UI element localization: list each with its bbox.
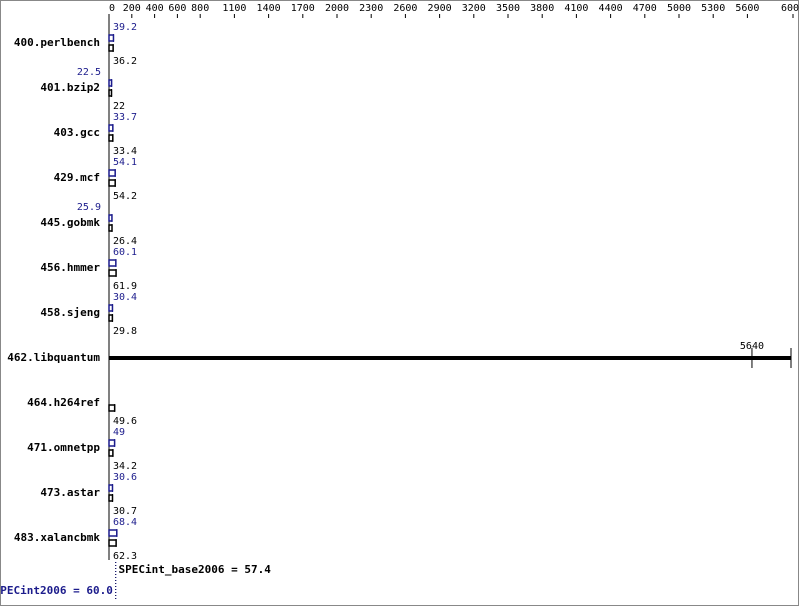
value-label: 30.4 [113,292,137,303]
category-label: 473.astar [40,486,100,499]
x-tick-label: 2000 [325,3,349,14]
x-tick-label: 3800 [530,3,554,14]
x-tick-label: 200 [123,3,141,14]
bar [109,356,752,360]
category-label: 471.omnetpp [27,441,100,454]
value-label: 29.8 [113,326,137,337]
category-label: 401.bzip2 [40,81,100,94]
value-label: 36.2 [113,56,137,67]
value-label: 61.9 [113,281,137,292]
x-tick-label: 2600 [393,3,417,14]
value-label: 33.7 [113,112,137,123]
value-label: 39.2 [113,22,137,33]
x-tick-label: 3500 [496,3,520,14]
category-label: 429.mcf [54,171,100,184]
x-tick-label: 4700 [633,3,657,14]
category-label: 464.h264ref [27,396,100,409]
category-label: 400.perlbench [14,36,100,49]
category-label: 458.sjeng [40,306,100,319]
category-label: 456.hmmer [40,261,100,274]
x-tick-label: 1100 [222,3,246,14]
value-label: 54.2 [113,191,137,202]
x-tick-label: 2900 [428,3,452,14]
x-tick-label: 4100 [564,3,588,14]
category-label: 462.libquantum [7,351,100,364]
value-label: 5640 [740,341,764,352]
x-tick-label: 6000 [781,3,799,14]
category-label: 483.xalancbmk [14,531,100,544]
value-label: 30.6 [113,472,137,483]
x-tick-label: 800 [191,3,209,14]
value-label: 54.1 [113,157,137,168]
value-label: 33.4 [113,146,137,157]
value-label: 22 [113,101,125,112]
x-tick-label: 2300 [359,3,383,14]
x-tick-label: 400 [146,3,164,14]
value-label: 30.7 [113,506,137,517]
value-label: 49 [113,427,125,438]
category-label: 403.gcc [54,126,100,139]
value-label: 26.4 [113,236,137,247]
value-label: 62.3 [113,551,137,562]
category-label: 445.gobmk [40,216,100,229]
score-label: SPECint2006 = 60.0 [0,584,113,597]
value-label: 25.9 [77,202,101,213]
score-label: SPECint_base2006 = 57.4 [119,563,272,576]
x-tick-label: 5300 [701,3,725,14]
x-tick-label: 600 [168,3,186,14]
value-label: 34.2 [113,461,137,472]
value-label: 60.1 [113,247,137,258]
value-label: 68.4 [113,517,137,528]
x-tick-label: 0 [109,3,115,14]
x-tick-label: 1700 [291,3,315,14]
x-tick-label: 4400 [599,3,623,14]
x-tick-label: 5600 [735,3,759,14]
value-label: 22.5 [77,67,101,78]
x-tick-label: 1400 [257,3,281,14]
x-tick-label: 5000 [667,3,691,14]
value-label: 49.6 [113,416,137,427]
x-tick-label: 3200 [462,3,486,14]
